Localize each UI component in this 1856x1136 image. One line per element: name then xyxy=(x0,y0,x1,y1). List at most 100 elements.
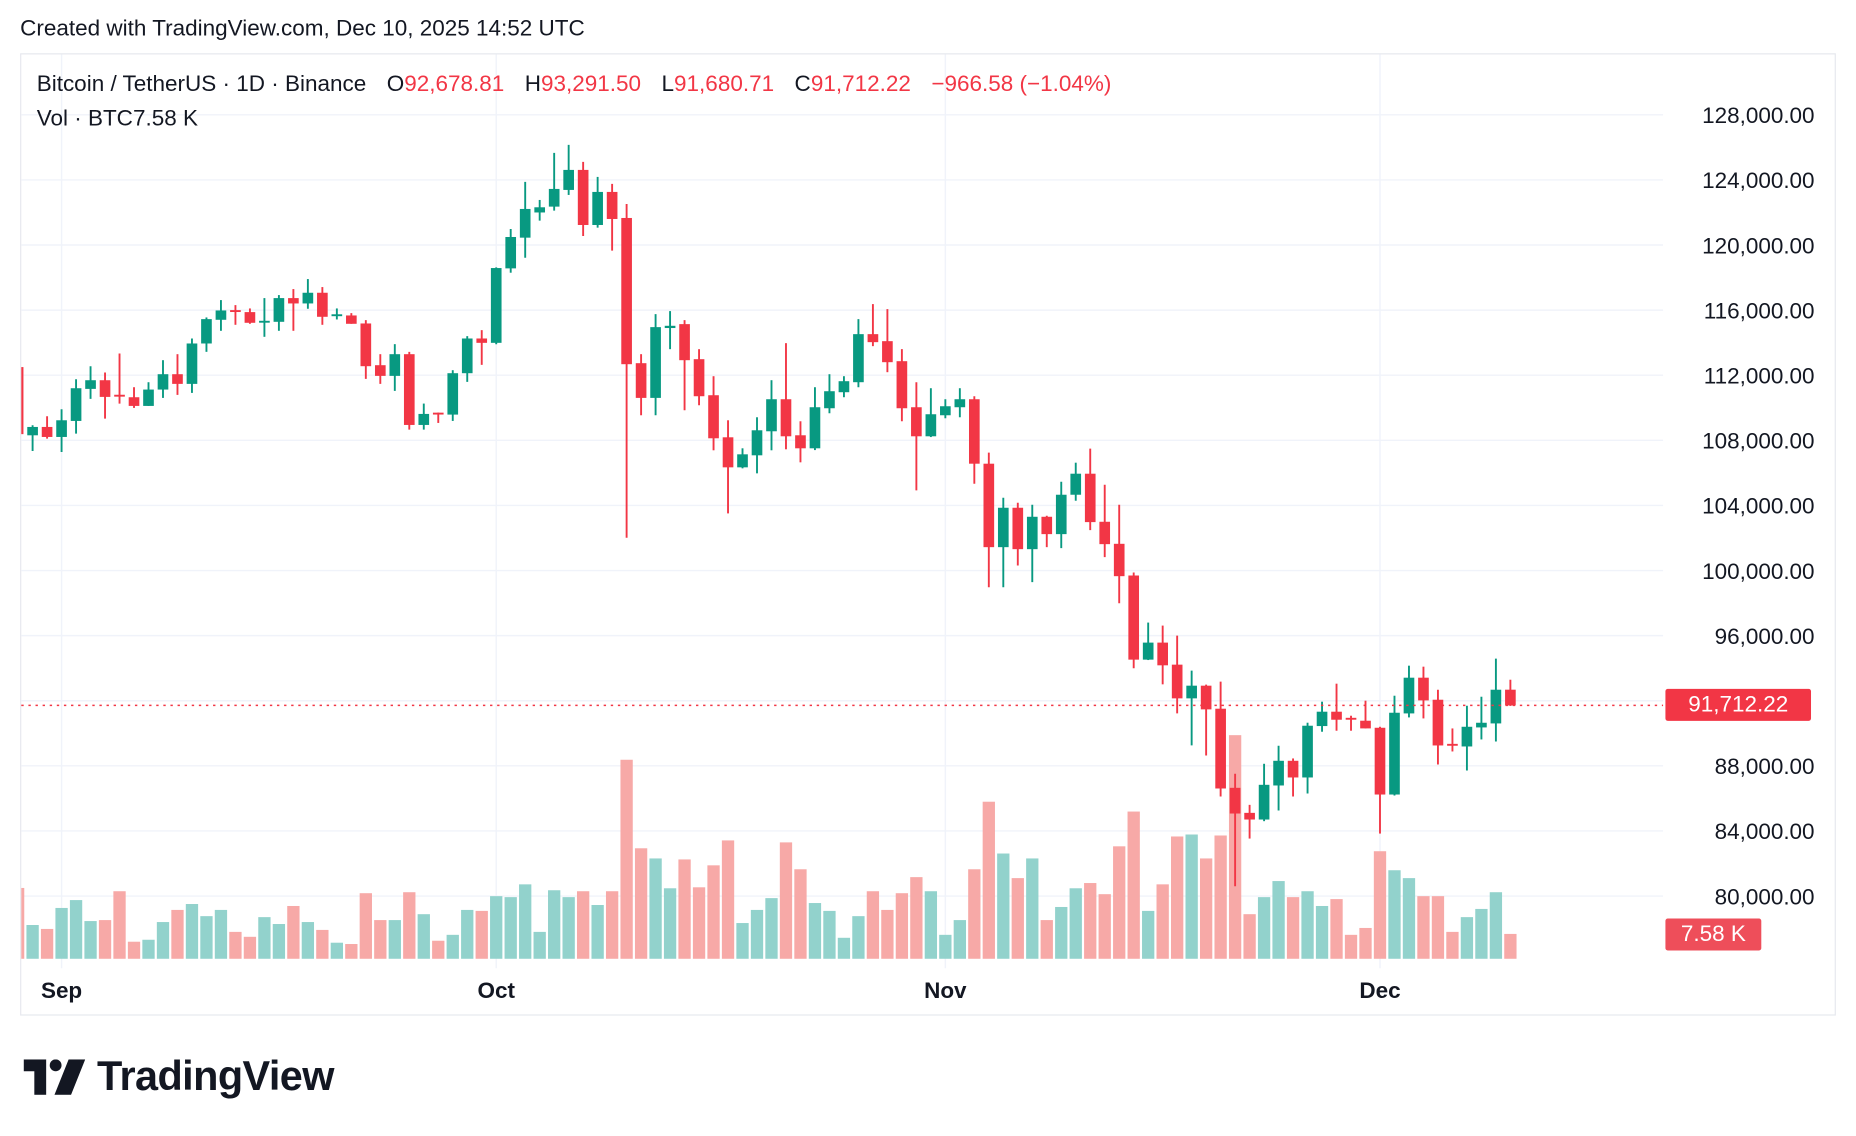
candle[interactable] xyxy=(853,319,864,388)
candle[interactable] xyxy=(1171,635,1183,714)
candle[interactable] xyxy=(461,336,473,382)
candle[interactable] xyxy=(1084,448,1096,531)
candle[interactable] xyxy=(85,366,96,399)
candle[interactable] xyxy=(128,387,140,408)
candle[interactable] xyxy=(809,387,821,451)
candle[interactable] xyxy=(70,379,82,434)
candle[interactable] xyxy=(56,409,67,452)
candle[interactable] xyxy=(273,295,285,331)
candle[interactable] xyxy=(1215,681,1226,797)
candle[interactable] xyxy=(244,308,256,324)
candle[interactable] xyxy=(432,412,444,423)
candle[interactable] xyxy=(1374,726,1386,834)
candle[interactable] xyxy=(534,199,546,221)
candle[interactable] xyxy=(1331,683,1342,731)
candle[interactable] xyxy=(722,420,734,514)
candle[interactable] xyxy=(635,354,647,416)
candle[interactable] xyxy=(27,425,38,451)
candle[interactable] xyxy=(1113,504,1125,604)
candle[interactable] xyxy=(1244,804,1255,839)
candle[interactable] xyxy=(447,370,459,421)
candle[interactable] xyxy=(577,161,589,237)
candle[interactable] xyxy=(1432,689,1444,765)
candle[interactable] xyxy=(664,311,676,350)
candle[interactable] xyxy=(1403,665,1415,718)
candle[interactable] xyxy=(824,374,835,414)
candle[interactable] xyxy=(563,144,574,195)
candle[interactable] xyxy=(157,360,169,398)
candle[interactable] xyxy=(997,497,1009,588)
candle[interactable] xyxy=(1157,625,1168,685)
volume-label[interactable]: Vol · BTC xyxy=(36,106,133,132)
candle[interactable] xyxy=(302,279,314,309)
candle[interactable] xyxy=(1229,773,1241,887)
candle[interactable] xyxy=(940,399,951,419)
candle[interactable] xyxy=(403,351,415,430)
candle[interactable] xyxy=(592,176,603,228)
candle[interactable] xyxy=(1302,722,1313,794)
candle[interactable] xyxy=(490,267,502,345)
candle[interactable] xyxy=(519,181,531,258)
candle[interactable] xyxy=(968,396,980,484)
candle[interactable] xyxy=(838,376,850,398)
candle[interactable] xyxy=(679,320,690,411)
candle[interactable] xyxy=(650,314,661,416)
candle[interactable] xyxy=(215,300,227,331)
candle[interactable] xyxy=(1142,622,1154,661)
candle[interactable] xyxy=(1012,502,1024,566)
candle[interactable] xyxy=(418,403,430,430)
candle[interactable] xyxy=(360,320,372,379)
candle[interactable] xyxy=(708,376,719,451)
candle[interactable] xyxy=(693,349,705,406)
candle[interactable] xyxy=(795,421,806,463)
candle[interactable] xyxy=(1041,515,1053,548)
candle[interactable] xyxy=(331,308,343,320)
candle[interactable] xyxy=(954,388,966,418)
candle[interactable] xyxy=(259,298,270,337)
candle[interactable] xyxy=(1461,705,1473,771)
candle[interactable] xyxy=(1186,670,1197,746)
candle[interactable] xyxy=(201,317,212,352)
candle[interactable] xyxy=(1389,695,1400,796)
candle[interactable] xyxy=(1200,684,1212,756)
candle[interactable] xyxy=(346,313,357,324)
candle[interactable] xyxy=(766,380,777,451)
candle[interactable] xyxy=(1418,666,1429,719)
candle[interactable] xyxy=(114,353,125,404)
candle[interactable] xyxy=(1055,481,1067,549)
candle[interactable] xyxy=(143,382,154,406)
candle[interactable] xyxy=(505,228,517,273)
candle[interactable] xyxy=(780,343,792,450)
candle[interactable] xyxy=(1505,679,1516,706)
candle[interactable] xyxy=(1447,728,1458,752)
candle[interactable] xyxy=(13,365,24,451)
candle[interactable] xyxy=(288,289,299,331)
candle[interactable] xyxy=(1476,696,1487,740)
candle[interactable] xyxy=(1490,658,1502,742)
candle[interactable] xyxy=(911,382,922,491)
candle[interactable] xyxy=(751,417,763,474)
candle[interactable] xyxy=(882,309,893,373)
candle[interactable] xyxy=(1070,462,1082,501)
candle[interactable] xyxy=(867,304,879,347)
candle[interactable] xyxy=(606,183,618,251)
candle[interactable] xyxy=(186,338,198,393)
candle[interactable] xyxy=(230,305,241,325)
candle[interactable] xyxy=(1287,758,1299,797)
candle[interactable] xyxy=(621,203,632,538)
candle[interactable] xyxy=(476,330,488,365)
candle[interactable] xyxy=(317,287,328,325)
candle[interactable] xyxy=(1026,504,1038,583)
candle[interactable] xyxy=(925,388,937,438)
candle[interactable] xyxy=(1273,745,1284,811)
candle[interactable] xyxy=(1258,763,1270,822)
candle[interactable] xyxy=(983,452,995,588)
candle[interactable] xyxy=(389,344,401,391)
candle[interactable] xyxy=(1099,484,1111,558)
candle[interactable] xyxy=(896,349,908,422)
candle[interactable] xyxy=(737,448,748,469)
candle[interactable] xyxy=(1345,715,1357,731)
symbol-name[interactable]: Bitcoin / TetherUS · 1D · Binance xyxy=(36,72,367,98)
candle[interactable] xyxy=(99,372,111,419)
